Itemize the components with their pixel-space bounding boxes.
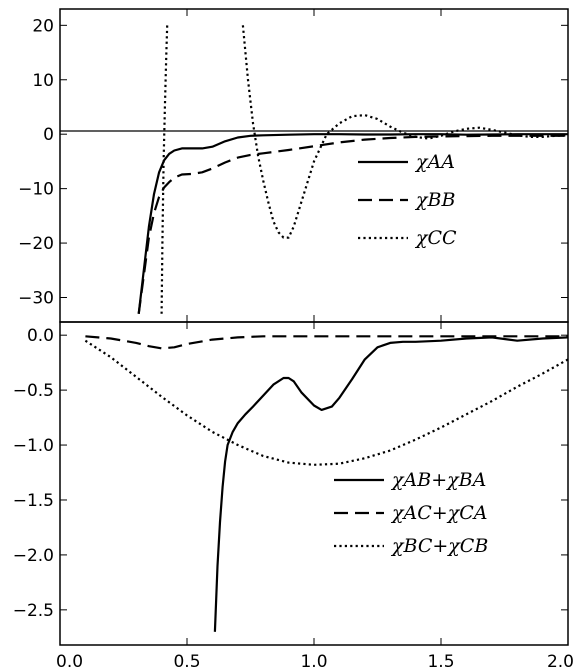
bottom-panel-frame bbox=[59, 321, 569, 646]
y-tick-label: 0 bbox=[43, 125, 54, 145]
top-panel: 20 10 0 −10 −20 −30 χAA χBB χCC bbox=[18, 8, 569, 323]
y-tick-label: −10 bbox=[18, 180, 54, 200]
series-line-3-branch bbox=[241, 25, 568, 239]
bottom-panel: 0.0 −0.5 −1.0 −1.5 −2.0 −2.5 0.0 0.5 1.0 1.5 2.0 χ… bbox=[13, 321, 574, 671]
legend-label: χAA bbox=[414, 151, 455, 173]
series-line-3 bbox=[160, 25, 169, 314]
y-tick-label: −0.5 bbox=[13, 381, 54, 401]
y-tick-label: −30 bbox=[18, 289, 54, 309]
y-tick-label: −2.0 bbox=[13, 546, 54, 566]
bottom-ticks: 0.0 −0.5 −1.0 −1.5 −2.0 −2.5 0.0 0.5 1.0 1.5 2.0 bbox=[13, 322, 574, 671]
legend-label: χBB bbox=[414, 189, 455, 211]
y-tick-label: 0.0 bbox=[27, 326, 54, 346]
y-tick-label: −2.5 bbox=[13, 601, 54, 621]
y-tick-label: −20 bbox=[18, 234, 54, 254]
legend-label: χCC bbox=[414, 227, 457, 249]
bottom-legend: χAB+χBA χAC+χCA χBC+χCB bbox=[334, 469, 488, 557]
y-tick-label: −1.0 bbox=[13, 436, 54, 456]
legend-label: χBC+χCB bbox=[390, 535, 488, 557]
bottom-series bbox=[84, 335, 568, 632]
top-panel-frame bbox=[59, 8, 569, 323]
series-line-3 bbox=[84, 339, 568, 466]
y-tick-label: 20 bbox=[32, 16, 54, 36]
y-tick-label: −1.5 bbox=[13, 491, 54, 511]
top-ticks: 20 10 0 −10 −20 −30 bbox=[18, 9, 569, 322]
x-tick-label: 2.0 bbox=[547, 652, 574, 671]
x-tick-label: 1.5 bbox=[427, 652, 454, 671]
legend-label: χAB+χBA bbox=[390, 469, 486, 491]
top-series bbox=[137, 25, 568, 314]
series-line-1 bbox=[137, 133, 568, 314]
y-tick-label: 10 bbox=[32, 71, 54, 91]
series-line-2 bbox=[85, 335, 568, 350]
x-tick-label: 0.5 bbox=[173, 652, 200, 671]
x-tick-label: 0.0 bbox=[56, 652, 83, 671]
series-line-1 bbox=[213, 336, 568, 632]
legend-label: χAC+χCA bbox=[390, 502, 487, 524]
series-line-2 bbox=[137, 134, 568, 314]
x-tick-label: 1.0 bbox=[300, 652, 327, 671]
top-legend: χAA χBB χCC bbox=[358, 151, 457, 249]
